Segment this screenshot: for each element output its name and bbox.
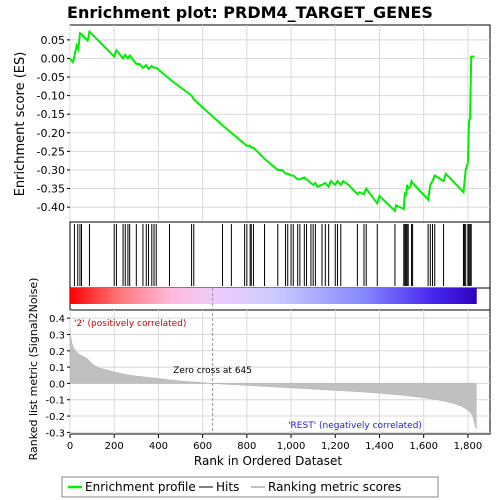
enrichment-panel: 0.05 0.00 -0.05 -0.10 -0.15 -0.20 -0.25 -0.30 -0… (13, 24, 491, 223)
legend-box (61, 476, 439, 498)
legend: Enrichment profile Hits Ranking metric s… (61, 476, 439, 498)
enrichment-y-axis-label: Enrichment score (ES) (13, 52, 28, 197)
enrichment-y-tick-label: -0.20 (37, 127, 65, 140)
legend-enrichment-label: Enrichment profile (85, 480, 196, 494)
enrichment-profile-line (69, 29, 475, 213)
x-tick-label: 600 (193, 441, 212, 452)
x-tick-label: 1,200 (321, 441, 350, 452)
ranking-gradient (70, 288, 477, 304)
hits-panel (69, 221, 491, 289)
enrichment-y-tick-label: -0.10 (37, 90, 65, 103)
x-tick-label: 1,000 (277, 441, 306, 452)
ranked-metric-y-tick-label: 0.4 (49, 314, 65, 325)
ranked-metric-y-tick-label: -0.1 (45, 396, 65, 407)
legend-ranking-label: Ranking metric scores (268, 480, 401, 494)
ranked-metric-y-tick-label: 0.0 (49, 379, 65, 390)
ranked-metric-grid (69, 310, 490, 434)
enrichment-y-ticks: 0.05 0.00 -0.05 -0.10 -0.15 -0.20 -0.25 -0.30 -0… (37, 34, 70, 214)
chart-title: Enrichment plot: PRDM4_TARGET_GENES (67, 3, 433, 22)
zero-cross-label: Zero cross at 645 (173, 366, 252, 376)
x-tick-label: 1,600 (409, 441, 438, 452)
x-axis: 0 200 400 600 800 1,000 1,200 1,400 1,600 1,800 (67, 434, 482, 452)
ranked-metric-y-ticks: 0.4 0.3 0.2 0.1 0.0 -0.1 -0.2 -0.3 (45, 314, 70, 439)
ranked-metric-panel: 0.4 0.3 0.2 0.1 0.0 -0.1 -0.2 -0.3 '2' (positiv… (27, 278, 491, 461)
ranked-metric-y-tick-label: 0.1 (49, 363, 65, 374)
x-tick-label: 1,800 (454, 441, 483, 452)
ranked-metric-y-tick-label: -0.3 (45, 428, 65, 439)
x-tick-label: 400 (149, 441, 168, 452)
enrichment-y-tick-label: -0.15 (37, 108, 65, 121)
enrichment-y-tick-label: -0.25 (37, 145, 65, 158)
ranked-metric-y-tick-label: 0.3 (49, 330, 65, 341)
enrichment-panel-frame (69, 24, 491, 223)
positive-correlation-label: '2' (positively correlated) (74, 319, 186, 329)
ranked-metric-y-tick-label: 0.2 (49, 347, 65, 358)
enrichment-y-tick-label: -0.40 (37, 201, 65, 214)
hit-lines (73, 224, 472, 286)
hits-panel-frame (69, 221, 491, 289)
legend-hits-label: Hits (216, 480, 239, 494)
ranking-metric-area (69, 329, 477, 430)
ranking-color-bar (69, 287, 491, 311)
ranked-metric-panel-frame (69, 309, 491, 435)
enrichment-y-tick-label: 0.05 (41, 34, 66, 47)
enrichment-y-tick-label: -0.05 (37, 71, 65, 84)
x-tick-label: 800 (237, 441, 256, 452)
ranked-metric-y-axis-label: Ranked list metric (Signal2Noise) (27, 278, 40, 461)
enrichment-y-tick-label: 0.00 (41, 52, 66, 65)
enrichment-y-tick-label: -0.35 (37, 183, 65, 196)
x-axis-label: Rank in Ordered Dataset (194, 454, 342, 468)
x-tick-label: 1,400 (365, 441, 394, 452)
x-tick-label: 0 (67, 441, 73, 452)
ranked-metric-y-tick-label: -0.2 (45, 412, 65, 423)
enrichment-y-tick-label: -0.30 (37, 164, 65, 177)
x-tick-label: 200 (105, 441, 124, 452)
negative-correlation-label: 'REST' (negatively correlated) (288, 421, 422, 431)
